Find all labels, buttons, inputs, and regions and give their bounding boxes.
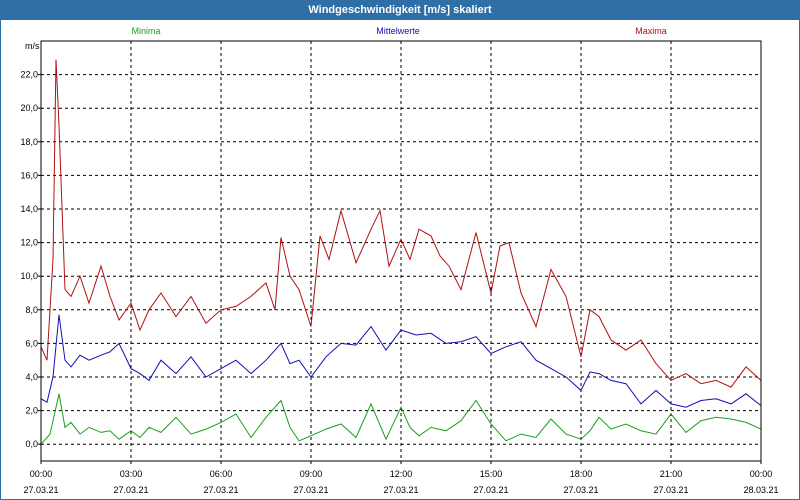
legend-mittelwerte: Mittelwerte [376,26,420,36]
maxima-line [40,59,762,388]
legend-minima: Minima [131,26,160,36]
y-axis-label: m/s [25,41,40,51]
x-tick-time-label: 03:00 [120,469,143,479]
x-tick-time-label: 00:00 [30,469,53,479]
y-axis-ticks: 0,0 2,0 4,0 6,0 8,0 10,0 12,0 14,0 16,0 18,0 20,0 2… [20,70,41,449]
x-tick-date-label: 27.03.21 [23,485,58,495]
y-tick-label: 18,0 [20,137,38,147]
x-tick-date-label: 27.03.21 [383,485,418,495]
x-tick-date-label: 28.03.21 [743,485,778,495]
y-tick-label: 4,0 [25,372,38,382]
y-tick-label: 0,0 [25,439,38,449]
y-tick-label: 10,0 [20,271,38,281]
y-tick-label: 20,0 [20,103,38,113]
x-tick-time-label: 09:00 [300,469,323,479]
x-axis-ticks: 00:00 27.03.21 03:00 27.03.21 06:00 27.03.21 0… [23,461,779,495]
series-lines [40,59,762,445]
x-tick-date-label: 27.03.21 [653,485,688,495]
x-tick-time-label: 06:00 [210,469,233,479]
grid-lines [41,41,761,461]
y-tick-label: 12,0 [20,238,38,248]
x-tick-time-label: 18:00 [570,469,593,479]
y-tick-label: 8,0 [25,305,38,315]
x-tick-date-label: 27.03.21 [563,485,598,495]
y-tick-label: 16,0 [20,170,38,180]
x-tick-time-label: 00:00 [750,469,773,479]
x-tick-time-label: 12:00 [390,469,413,479]
x-tick-time-label: 21:00 [660,469,683,479]
plot-border [40,40,762,462]
legend-maxima: Maxima [635,26,667,36]
x-tick-date-label: 27.03.21 [113,485,148,495]
window-title: Windgeschwindigkeit [m/s] skaliert [1,1,799,20]
y-tick-label: 22,0 [20,70,38,80]
y-tick-label: 2,0 [25,406,38,416]
plot-frame [40,40,762,462]
x-tick-date-label: 27.03.21 [293,485,328,495]
x-tick-date-label: 27.03.21 [473,485,508,495]
y-tick-label: 6,0 [25,338,38,348]
y-tick-label: 14,0 [20,204,38,214]
minima-line [40,393,762,445]
mittelwerte-line [40,314,762,408]
x-tick-time-label: 15:00 [480,469,503,479]
x-tick-date-label: 27.03.21 [203,485,238,495]
